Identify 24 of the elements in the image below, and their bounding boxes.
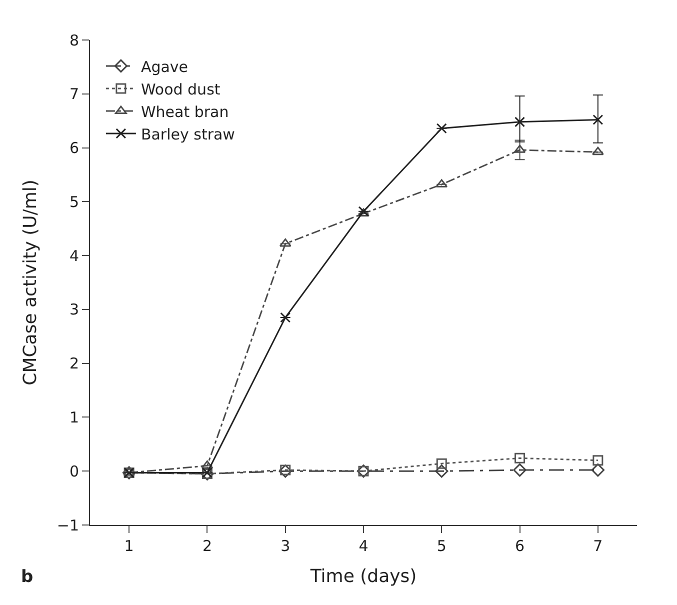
y-tick-label: 1 — [69, 408, 79, 426]
legend-label: Barley straw — [140, 125, 235, 144]
legend-label: Wood dust — [140, 80, 220, 98]
x-tick-label: 6 — [515, 537, 525, 555]
x-tick-label: 4 — [358, 537, 368, 555]
y-tick-label: 7 — [69, 85, 79, 104]
y-tick-label: 8 — [69, 31, 79, 50]
y-tick-label: 4 — [69, 246, 79, 265]
y-tick-label: 0 — [69, 462, 79, 480]
x-axis-title: Time (days) — [309, 566, 417, 588]
y-tick-label: 3 — [69, 300, 79, 319]
y-axis-title: CMCase activity (U/ml) — [20, 180, 42, 386]
x-tick-label: 5 — [436, 537, 446, 555]
x-tick-label: 3 — [280, 537, 290, 555]
x-tick-label: 1 — [124, 537, 134, 555]
legend-label: Wheat bran — [140, 102, 229, 121]
y-tick-label: 2 — [69, 354, 79, 373]
legend-label: Agave — [140, 58, 188, 76]
y-tick-label: −1 — [56, 516, 79, 534]
x-tick-label: 2 — [202, 537, 212, 555]
text: b — [21, 567, 34, 587]
y-tick-label: 5 — [69, 192, 79, 211]
y-tick-label: 6 — [69, 139, 79, 158]
x-tick-label: 7 — [593, 537, 603, 555]
